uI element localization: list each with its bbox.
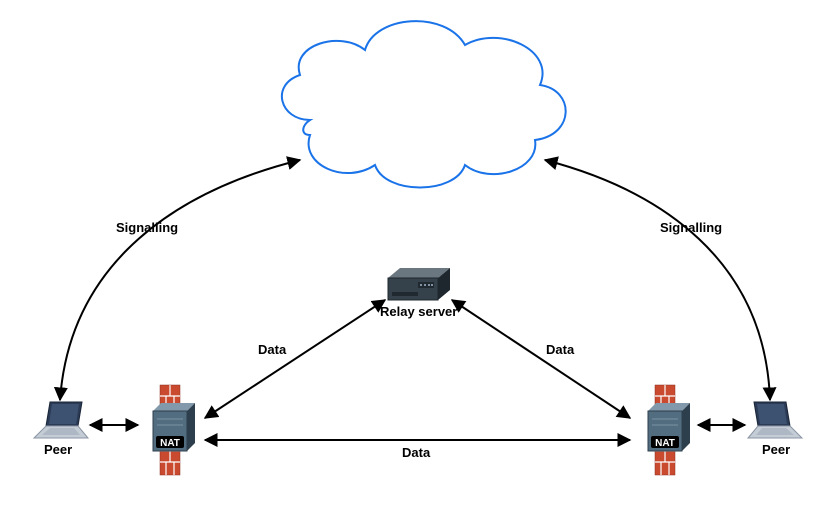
data-arrow-left (205, 300, 385, 418)
signalling-left-label: Signalling (116, 220, 178, 235)
laptop-right-icon (748, 402, 802, 438)
diagram-canvas: NAT NAT (0, 0, 834, 520)
signalling-arrow-left (60, 160, 300, 400)
data-left-label: Data (258, 342, 286, 357)
signalling-right-label: Signalling (660, 220, 722, 235)
data-bottom-label: Data (402, 445, 430, 460)
nat-left-label: NAT (160, 438, 180, 449)
peer-right-label: Peer (762, 442, 790, 457)
signalling-arrow-right (545, 160, 770, 400)
relay-server-icon (388, 268, 450, 300)
nat-right-label: NAT (655, 438, 675, 449)
data-arrow-right (452, 300, 630, 418)
laptop-left-icon (34, 402, 88, 438)
nat-right-icon: NAT (648, 403, 690, 451)
relay-label: Relay server (380, 304, 457, 319)
nat-left-icon: NAT (153, 403, 195, 451)
data-right-label: Data (546, 342, 574, 357)
peer-left-label: Peer (44, 442, 72, 457)
cloud-icon (282, 21, 566, 187)
